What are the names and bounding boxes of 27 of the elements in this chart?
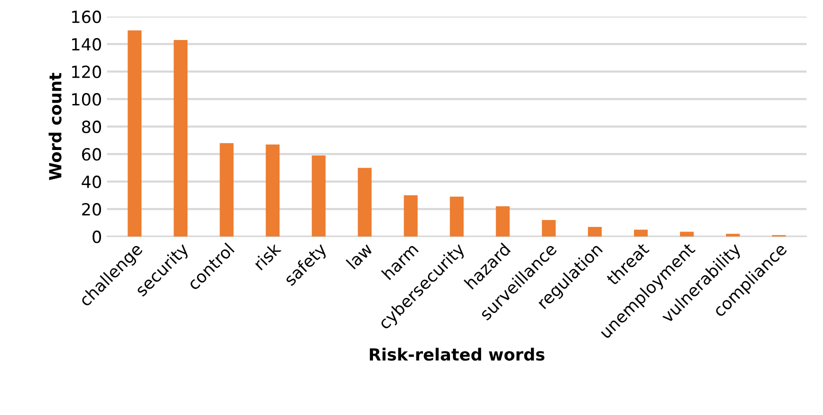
bar (634, 230, 648, 237)
y-tick-label: 20 (82, 203, 102, 216)
bar (128, 30, 142, 237)
x-tick-label: risk (252, 241, 282, 271)
bar (496, 206, 510, 237)
y-tick-label: 80 (82, 120, 102, 134)
y-tick-label: 140 (72, 38, 102, 51)
bar (266, 144, 280, 237)
bar (680, 232, 694, 237)
bar (404, 195, 418, 237)
bar (588, 226, 602, 237)
x-axis-title: Risk-related words (370, 348, 544, 361)
y-axis-title: Word count (48, 72, 62, 180)
bar (312, 155, 326, 237)
bar (450, 196, 464, 237)
x-tick-label: law (346, 242, 374, 270)
bar (726, 234, 740, 237)
bar (174, 40, 188, 237)
y-tick-label: 120 (72, 66, 102, 78)
y-tick-label: 40 (82, 176, 102, 188)
bar (358, 168, 372, 237)
y-tick-label: 0 (92, 230, 102, 244)
y-tick-label: 60 (82, 148, 102, 161)
bar (220, 143, 234, 237)
y-tick-label: 160 (72, 10, 102, 24)
y-tick-label: 100 (72, 93, 102, 106)
bar (542, 220, 556, 237)
